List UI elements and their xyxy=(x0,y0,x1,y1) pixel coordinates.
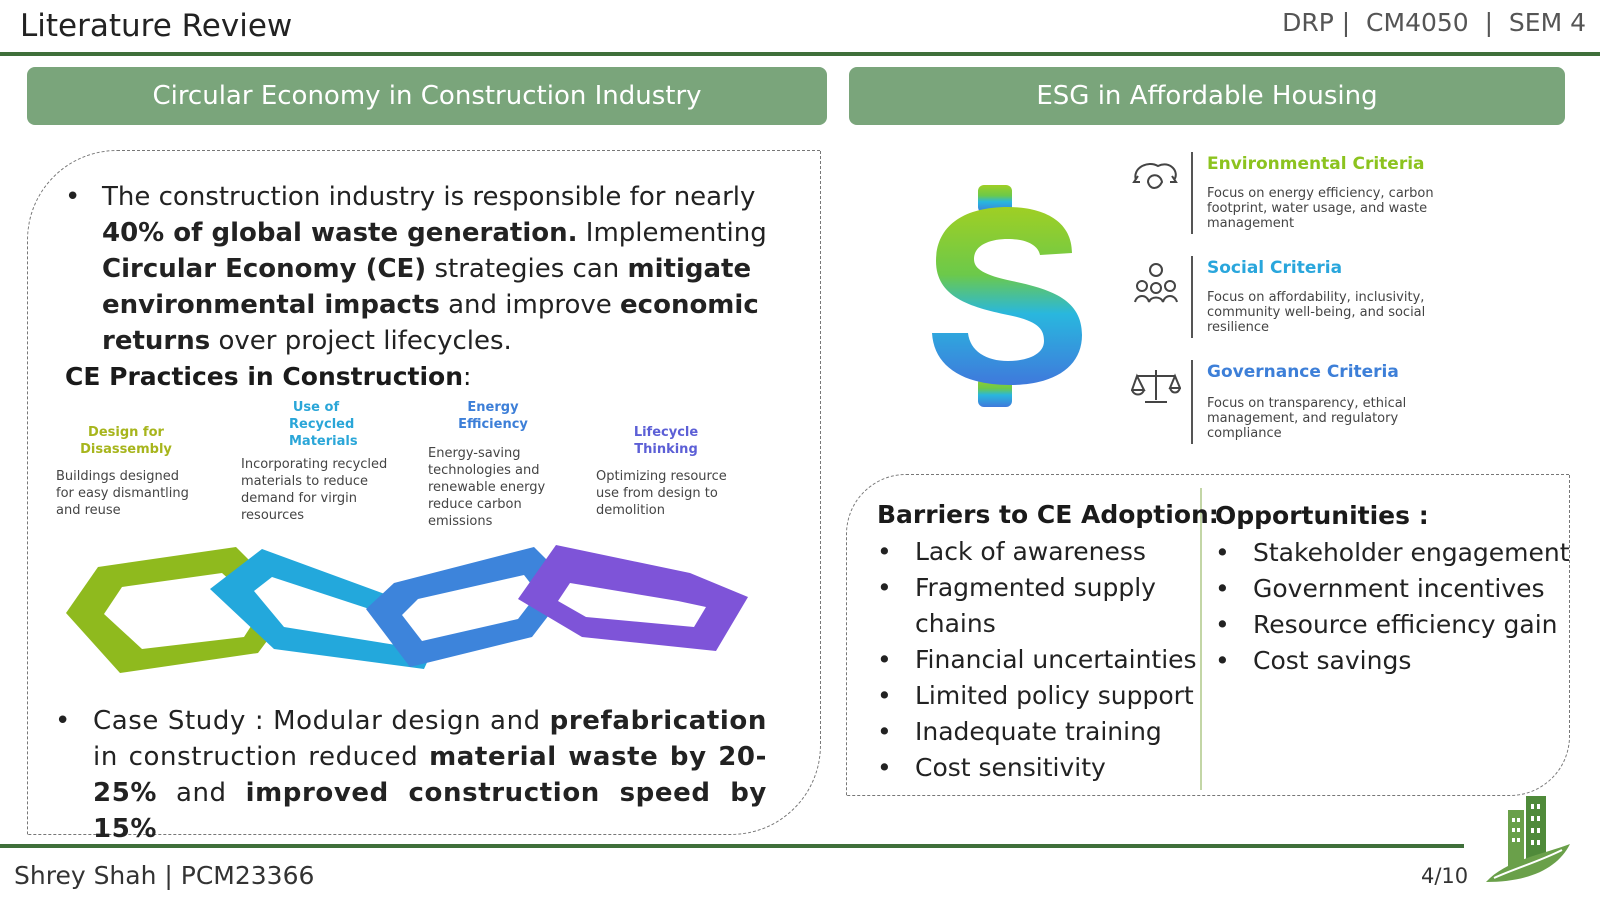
chain-link-purple xyxy=(518,545,748,651)
criteria-divider xyxy=(1191,360,1193,444)
leaf-cloud-icon xyxy=(1130,158,1180,202)
list-item: Limited policy support xyxy=(877,678,1207,714)
criteria-title-social: Social Criteria xyxy=(1207,258,1343,278)
chain-link-blue xyxy=(366,547,572,667)
practice-design-for-disassembly: Design for Disassembly Buildings designe… xyxy=(56,424,196,519)
practice-title: Lifecycle Thinking xyxy=(633,425,699,457)
bullet: • xyxy=(55,706,71,736)
list-item: Cost savings xyxy=(1215,643,1595,679)
list-item: Resource efficiency gain xyxy=(1215,607,1595,643)
list-item: Inadequate training xyxy=(877,714,1207,750)
ce-section-header: Circular Economy in Construction Industr… xyxy=(27,67,827,125)
criteria-title-governance: Governance Criteria xyxy=(1207,362,1399,382)
slide-title: Literature Review xyxy=(20,8,293,44)
practice-desc: Optimizing resource use from design to d… xyxy=(596,469,727,518)
people-icon xyxy=(1133,260,1179,308)
list-item: Lack of awareness xyxy=(877,534,1207,570)
opportunities-list: Stakeholder engagement Government incent… xyxy=(1215,535,1595,679)
list-item: Cost sensitivity xyxy=(877,750,1207,786)
green-building-logo xyxy=(1486,796,1570,882)
practices-heading: CE Practices in Construction: xyxy=(65,362,472,391)
opportunities-heading: Opportunities : xyxy=(1215,501,1429,530)
list-item: Stakeholder engagement xyxy=(1215,535,1595,571)
footer-author: Shrey Shah | PCM23366 xyxy=(14,861,315,890)
practice-desc: Energy-saving technologies and renewable… xyxy=(428,446,546,529)
bottom-divider xyxy=(0,844,1464,848)
criteria-desc-social: Focus on affordability, inclusivity, com… xyxy=(1207,290,1426,335)
criteria-desc-governance: Focus on transparency, ethical managemen… xyxy=(1207,396,1407,441)
practice-energy-efficiency: Energy Efficiency Energy-saving technolo… xyxy=(428,399,558,530)
list-item: Financial uncertainties xyxy=(877,642,1207,678)
criteria-title-environmental: Environmental Criteria xyxy=(1207,154,1425,174)
practice-recycled-materials: Use of Recycled Materials Incorporating … xyxy=(241,399,391,524)
case-study-paragraph: • Case Study : Modular design and prefab… xyxy=(55,703,767,847)
ce-panel xyxy=(27,150,821,835)
practice-desc: Incorporating recycled materials to redu… xyxy=(241,457,388,523)
top-divider xyxy=(0,52,1600,56)
practice-desc: Buildings designed for easy dismantling … xyxy=(56,469,189,518)
balance-scale-icon xyxy=(1130,366,1182,410)
barriers-list: Lack of awareness Fragmented supply chai… xyxy=(877,534,1207,786)
dollar-sign-graphic xyxy=(932,185,1082,407)
course-tag: DRP | CM4050 | SEM 4 xyxy=(1282,8,1586,37)
ce-intro-paragraph: • The construction industry is responsib… xyxy=(65,179,815,359)
esg-section-header: ESG in Affordable Housing xyxy=(849,67,1565,125)
list-item: Fragmented supply chains xyxy=(877,570,1207,642)
practice-title: Design for Disassembly xyxy=(80,425,172,457)
chain-link-cyan xyxy=(210,549,448,669)
chain-links-graphic xyxy=(66,545,748,673)
list-item: Government incentives xyxy=(1215,571,1595,607)
practice-title: Energy Efficiency xyxy=(458,400,528,432)
barriers-heading: Barriers to CE Adoption: xyxy=(877,500,1219,529)
criteria-desc-environmental: Focus on energy efficiency, carbon footp… xyxy=(1207,186,1434,231)
criteria-divider xyxy=(1191,152,1193,234)
criteria-divider xyxy=(1191,256,1193,338)
practice-title: Use of Recycled Materials xyxy=(289,400,358,449)
practice-lifecycle-thinking: Lifecycle Thinking Optimizing resource u… xyxy=(596,424,736,519)
page-number: 4/10 xyxy=(1421,864,1469,888)
bullet: • xyxy=(65,182,81,212)
